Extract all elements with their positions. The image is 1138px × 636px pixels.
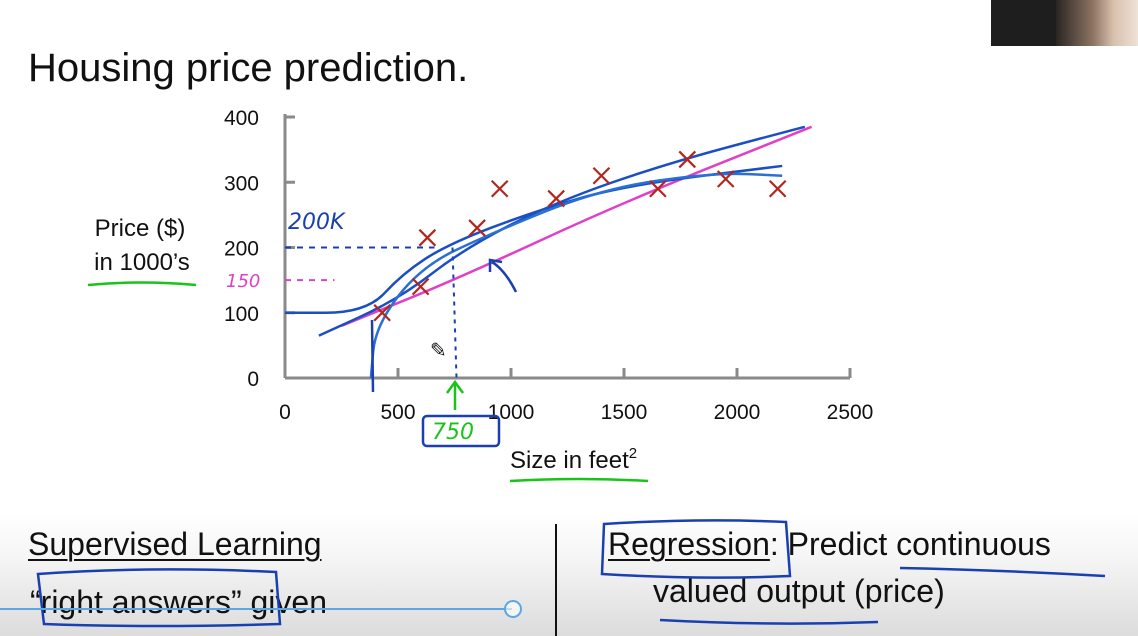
x-tick-label: 2500 [827,401,874,424]
regression-desc-1: : Predict continuous [769,526,1051,562]
fit-line-curve-fit-3 [369,172,783,379]
blue-arrow-shaft [491,260,518,293]
bottom-band [0,512,1138,636]
data-point [468,219,486,237]
data-point-stroke [373,303,391,322]
data-points [373,150,787,322]
data-point-stroke [649,179,667,198]
box-750 [421,414,501,448]
x-axis-label-text: Size in feet [510,447,629,474]
x-tick-label: 2000 [714,401,761,424]
data-point-stroke [418,228,437,247]
ink-box-right-answers [36,568,282,628]
y-tick-label: 100 [224,303,259,326]
green-underline-ylabel [87,281,197,287]
data-point [411,277,430,296]
y-tick-label: 0 [247,368,259,391]
fit-lines [285,125,813,379]
y-axis-label-line2: in 1000’s [94,249,190,276]
blue-arrow-head-icon [488,258,503,272]
vertical-divider [555,524,557,636]
x-tick-label: 1500 [601,401,648,424]
annotation-group: 200K 150 750 [226,210,518,448]
data-point [716,170,735,188]
label-200k: 200K [288,210,346,235]
playback-progress-knob[interactable] [504,600,523,618]
fit-line-curve-fit-1 [285,164,783,314]
x-tick-group: 0 500 1000 1500 2000 2500 [279,368,873,424]
y-axis-label-line1: Price ($) [95,215,186,242]
x-tick-label: 1000 [488,401,535,424]
x-axis-label-sup: 2 [629,445,637,462]
y-tick-label: 200 [224,238,259,261]
ink-box-regression [600,519,792,579]
data-point [547,189,565,208]
label-150: 150 [226,271,260,292]
slide-title: Housing price prediction. [28,46,469,90]
data-point [649,179,667,198]
regression-line: Regression: Predict continuous [608,525,1051,563]
label-750: 750 [432,420,474,445]
x-tick-label: 0 [279,401,291,424]
data-point [678,150,697,169]
data-point [768,179,787,198]
ink-underline-valued-output [659,618,879,625]
data-point-stroke [411,277,430,296]
regression-desc-2: valued output (price) [653,573,945,609]
webcam-overlay [991,0,1138,46]
data-point-stroke [468,219,486,237]
data-point [592,166,611,185]
green-underline-xlabel [509,477,649,483]
data-point-stroke [716,170,735,188]
playback-progress-track[interactable] [0,608,513,610]
data-point-stroke [678,150,697,169]
dashed-vertical-750 [451,247,458,379]
bottom-ink [36,519,1106,628]
data-point-stroke [547,189,565,208]
data-point-stroke [768,179,787,198]
blue-vertical-stroke [370,319,375,393]
y-tick-label: 400 [224,107,259,130]
data-point-stroke [592,166,611,185]
pencil-cursor-icon: ✎ [430,340,447,362]
fit-line-straight-fit [341,125,813,327]
data-point-stroke [490,179,509,198]
price-chart: 0 100 200 300 400 0 500 1000 1500 2000 2500 Price… [87,107,873,483]
data-point [373,303,391,322]
green-arrow-head-icon [445,379,465,394]
supervised-learning-label: Supervised Learning [28,526,322,562]
x-axis-label: Size in feet2 [510,445,637,474]
x-tick-label: 500 [380,401,415,424]
y-tick-label: 300 [224,172,259,195]
ink-underline-continuous [899,566,1106,578]
data-point [418,228,437,247]
presenter-video [1056,0,1138,46]
data-point [490,179,509,198]
regression-term: Regression [608,526,770,562]
